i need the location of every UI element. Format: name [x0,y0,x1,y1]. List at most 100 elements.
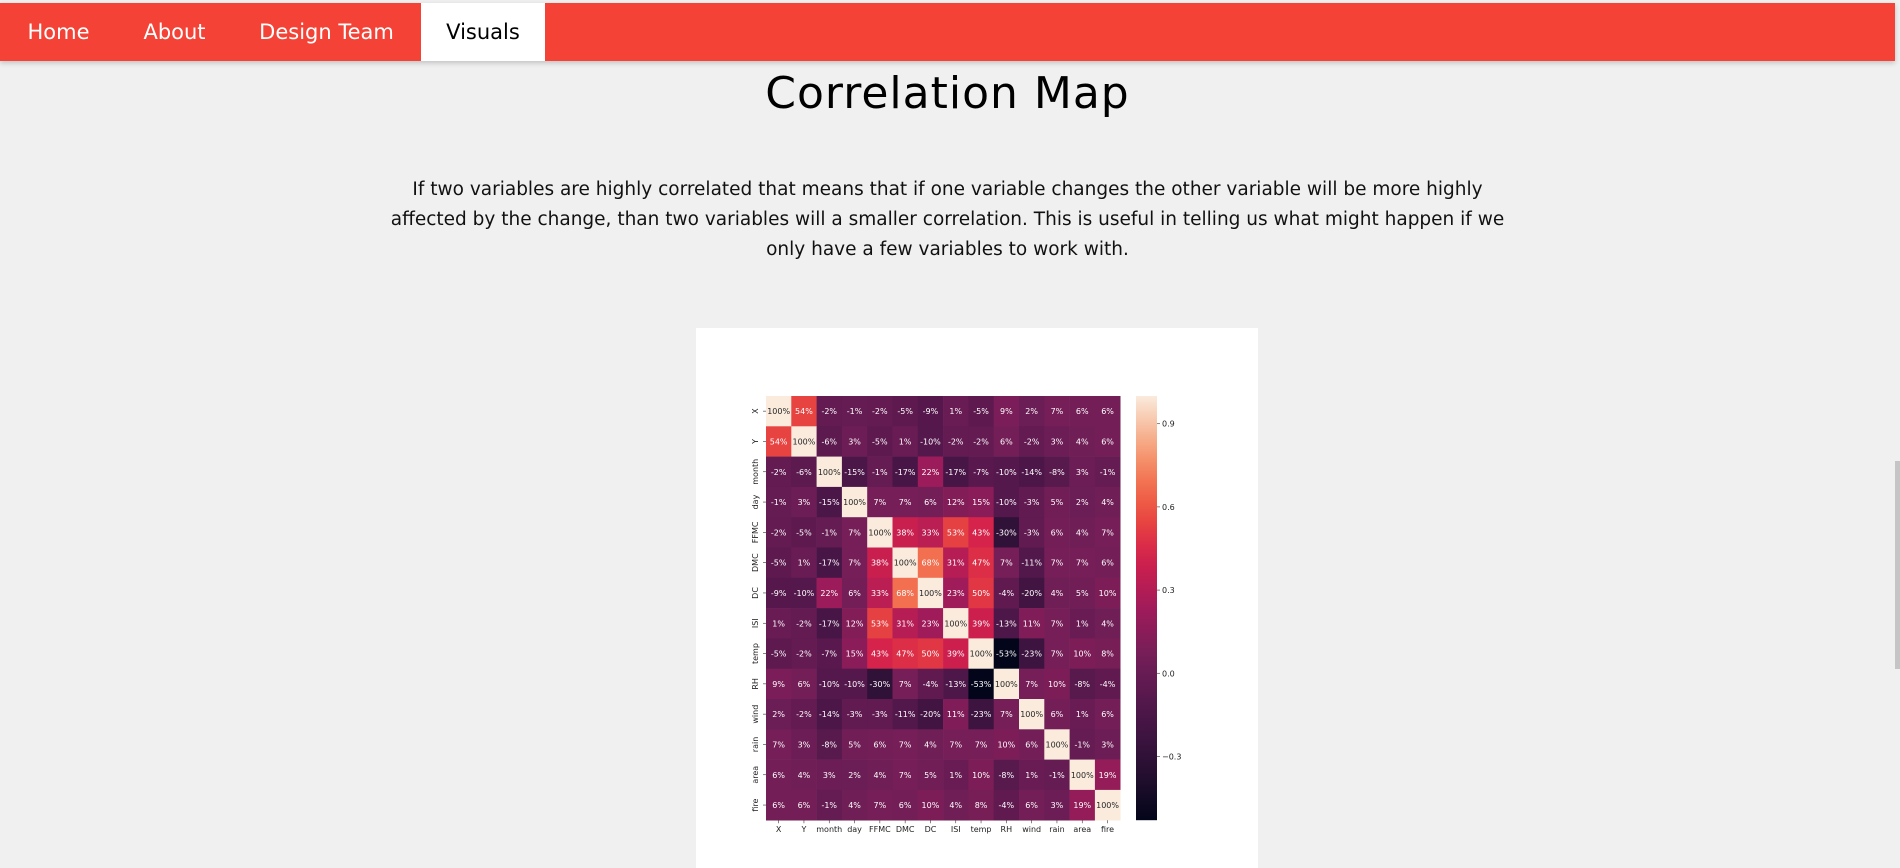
cell-value-label: -1% [1049,771,1065,780]
cell-value-label: -53% [971,680,992,689]
heatmap-cell [1069,608,1096,639]
cell-value-label: -2% [771,528,787,537]
heatmap-cell [917,577,944,609]
cell-value-label: -23% [971,710,992,719]
heatmap-cell [943,759,969,791]
heatmap-cell [791,577,817,609]
cell-value-label: -17% [945,468,966,477]
nav-home[interactable]: Home [27,20,90,44]
column-label: day [847,825,862,834]
heatmap-cell [1019,426,1045,457]
heatmap-cell [1044,486,1070,518]
cell-value-label: 1% [798,559,811,568]
heatmap-cell [943,699,969,730]
heatmap-cell [841,699,868,730]
nav-visuals[interactable]: Visuals [421,3,545,61]
column-label: fire [1101,825,1114,834]
cell-value-label: 7% [1051,619,1064,628]
cell-value-label: -5% [973,407,989,416]
heatmap-cell [766,547,792,579]
heatmap-cell [1044,638,1070,669]
heatmap-cell [892,396,919,427]
cell-value-label: 5% [1076,589,1089,598]
heatmap-cell [867,699,893,730]
cell-value-label: 1% [899,437,912,446]
heatmap-cell [1094,486,1121,518]
heatmap-cell [993,486,1020,518]
cell-value-label: 15% [846,650,864,659]
heatmap-cell [816,426,843,457]
heatmap-cell [892,486,919,518]
row-label: month [751,459,760,485]
heatmap-cell [841,729,868,760]
scrollbar-thumb[interactable] [1895,461,1900,669]
heatmap-cell [917,486,944,518]
cell-value-label: 100% [1046,740,1069,749]
heatmap-cell [968,638,994,669]
cell-value-label: -5% [771,559,787,568]
heatmap-cell [867,486,893,518]
heatmap-cell [968,517,994,548]
cell-value-label: 23% [947,589,965,598]
cell-value-label: 7% [1051,407,1064,416]
colorbar-tick-label: 0.9 [1162,420,1175,429]
colorbar-tick-label: 0.0 [1162,669,1175,678]
heatmap-cell [1044,547,1070,579]
cell-value-label: -3% [872,710,888,719]
cell-value-label: 6% [1000,437,1013,446]
cell-value-label: 100% [919,589,942,598]
heatmap-cell [791,426,817,457]
heatmap-cell [943,577,969,609]
heatmap-cell [1019,638,1045,669]
cell-value-label: -13% [996,619,1017,628]
column-label: wind [1022,825,1041,834]
cell-value-label: 6% [924,498,937,507]
cell-value-label: 7% [975,740,988,749]
cell-value-label: 4% [1076,437,1089,446]
heatmap-cell [1044,426,1070,457]
nav-design-team[interactable]: Design Team [259,20,394,44]
heatmap-cell [943,547,969,579]
cell-value-label: 68% [896,589,914,598]
heatmap-cell [1069,729,1096,760]
column-label: month [816,825,842,834]
heatmap-cell [1019,396,1045,427]
heatmap-cell [841,759,868,791]
cell-value-label: 6% [772,801,785,810]
cell-value-label: 7% [1051,650,1064,659]
heatmap-cell [841,577,868,609]
heatmap-cell [1069,699,1096,730]
heatmap-cell [1019,547,1045,579]
cell-value-label: -3% [1024,528,1040,537]
heatmap-cell [1044,668,1070,700]
cell-value-label: 11% [947,710,965,719]
heatmap-cell [867,577,893,609]
cell-value-label: -2% [771,468,787,477]
cell-value-label: 6% [1101,559,1114,568]
cell-value-label: 3% [798,498,811,507]
heatmap-cell [993,699,1020,730]
cell-value-label: -2% [796,650,812,659]
heatmap-cell [943,729,969,760]
cell-value-label: 19% [1099,771,1117,780]
heatmap-cell [917,608,944,639]
cell-value-label: -1% [872,468,888,477]
heatmap-cell [943,668,969,700]
heatmap-cell [1044,729,1070,760]
heatmap-cell [841,426,868,457]
cell-value-label: 6% [1101,437,1114,446]
correlation-heatmap: 100% 54% -2% -1% -2% -5% -9% 1% -5% 9% 2% 7% 6% 6% 54%… [751,396,1181,834]
heatmap-cell [816,638,843,669]
cell-value-label: 3% [1101,740,1114,749]
cell-value-label: 31% [947,559,965,568]
scrollbar[interactable] [1895,0,1900,868]
heatmap-cell [1094,668,1121,700]
heatmap-cell [1094,699,1121,730]
heatmap-cell [867,456,893,488]
cell-value-label: 6% [1101,407,1114,416]
cell-value-label: -10% [920,437,941,446]
column-label: area [1073,825,1091,834]
cell-value-label: 3% [1051,437,1064,446]
cell-value-label: 6% [1101,710,1114,719]
nav-about[interactable]: About [143,20,206,44]
